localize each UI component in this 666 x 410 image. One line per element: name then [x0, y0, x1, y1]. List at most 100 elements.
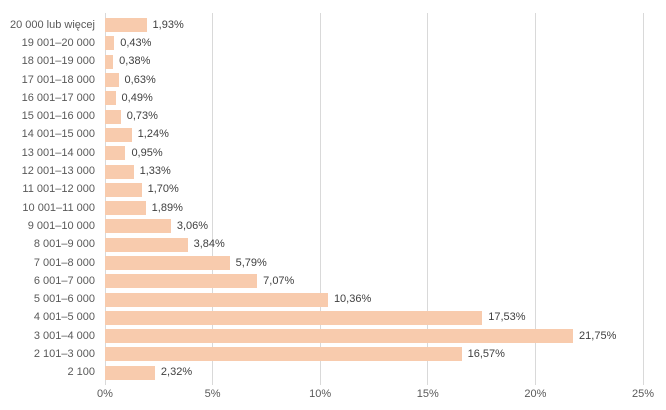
- bar: [105, 127, 132, 142]
- value-label: 7,07%: [263, 274, 295, 287]
- x-tick-label: 20%: [524, 388, 547, 400]
- bar: [105, 109, 121, 124]
- bar: [105, 365, 155, 380]
- bar-rows: 20 000 lub więcej 1,93% 19 001–20 000 0,43%…: [0, 13, 643, 385]
- bar-row: 11 001–12 000 1,70%: [0, 181, 643, 199]
- x-tick-label: 15%: [416, 388, 439, 400]
- bar-track: 10,36%: [105, 292, 643, 307]
- bar-track: 1,24%: [105, 127, 643, 142]
- bar-row: 4 001–5 000 17,53%: [0, 309, 643, 327]
- bar: [105, 73, 119, 88]
- value-label: 1,33%: [139, 165, 171, 178]
- category-label: 7 001–8 000: [33, 256, 95, 269]
- category-label: 19 001–20 000: [21, 36, 95, 49]
- bar-row: 6 001–7 000 7,07%: [0, 272, 643, 290]
- category-label: 3 001–4 000: [33, 329, 95, 342]
- value-label: 5,79%: [235, 256, 267, 269]
- category-label: 9 001–10 000: [27, 219, 95, 232]
- bar: [105, 347, 462, 362]
- bar: [105, 219, 171, 234]
- value-label: 0,49%: [121, 91, 153, 104]
- value-label: 3,06%: [176, 219, 209, 232]
- bar-track: 2,32%: [105, 365, 643, 380]
- x-tick-label: 0%: [97, 388, 113, 400]
- category-label: 18 001–19 000: [21, 55, 95, 68]
- bar: [105, 329, 574, 344]
- bar-track: 1,70%: [105, 182, 643, 197]
- bar-row: 2 101–3 000 16,57%: [0, 345, 643, 363]
- gridline: [427, 13, 429, 385]
- bar: [105, 274, 258, 289]
- value-label: 0,43%: [120, 36, 152, 49]
- value-label: 1,70%: [147, 183, 179, 196]
- bar-track: 0,63%: [105, 73, 643, 88]
- value-label: 17,53%: [488, 311, 526, 324]
- value-label: 16,57%: [467, 347, 505, 360]
- value-label: 1,89%: [151, 201, 183, 214]
- bar-row: 20 000 lub więcej 1,93%: [0, 16, 643, 34]
- x-tick-label: 10%: [309, 388, 332, 400]
- value-label: 1,93%: [152, 18, 184, 31]
- bar-row: 2 100 2,32%: [0, 364, 643, 382]
- bar-row: 16 001–17 000 0,49%: [0, 89, 643, 107]
- bar-track: 3,06%: [105, 219, 643, 234]
- bar-row: 15 001–16 000 0,73%: [0, 107, 643, 125]
- bar-track: 21,75%: [105, 329, 643, 344]
- bar: [105, 18, 147, 33]
- bar: [105, 292, 328, 307]
- bar: [105, 182, 142, 197]
- value-label: 21,75%: [579, 329, 617, 342]
- bar-track: 1,33%: [105, 164, 643, 179]
- category-label: 15 001–16 000: [21, 110, 95, 123]
- bar-track: 0,95%: [105, 146, 643, 161]
- category-label: 20 000 lub więcej: [9, 18, 95, 31]
- bar-row: 17 001–18 000 0,63%: [0, 71, 643, 89]
- bar: [105, 36, 115, 51]
- bar: [105, 237, 188, 252]
- bar-track: 0,38%: [105, 54, 643, 69]
- category-label: 2 101–3 000: [33, 347, 95, 360]
- x-axis: 0% 5% 10% 15% 20% 25%: [97, 388, 654, 405]
- bar-track: 1,93%: [105, 18, 643, 33]
- bar-row: 7 001–8 000 5,79%: [0, 254, 643, 272]
- bar-row: 12 001–13 000 1,33%: [0, 162, 643, 180]
- value-label: 0,73%: [126, 110, 158, 123]
- bar-row: 10 001–11 000 1,89%: [0, 199, 643, 217]
- bar-row: 8 001–9 000 3,84%: [0, 236, 643, 254]
- bar: [105, 201, 146, 216]
- value-label: 3,84%: [193, 238, 225, 251]
- gridline: [212, 13, 214, 385]
- bar-track: 0,73%: [105, 109, 643, 124]
- bar-track: 5,79%: [105, 256, 643, 270]
- x-tick-label: 5%: [204, 388, 221, 400]
- bar-row: 9 001–10 000 3,06%: [0, 217, 643, 235]
- bar-track: 16,57%: [105, 347, 643, 362]
- bar: [105, 146, 126, 161]
- category-label: 11 001–12 000: [22, 183, 95, 196]
- category-label: 8 001–9 000: [33, 238, 95, 251]
- category-label: 14 001–15 000: [21, 128, 95, 141]
- bar-row: 14 001–15 000 1,24%: [0, 126, 643, 144]
- plot-area: [104, 13, 644, 385]
- bar-track: 3,84%: [105, 237, 643, 252]
- category-label: 12 001–13 000: [21, 165, 95, 178]
- x-tick-label: 25%: [631, 388, 655, 400]
- bar: [105, 91, 116, 106]
- bar-track: 1,89%: [105, 201, 643, 216]
- category-label: 4 001–5 000: [33, 311, 95, 324]
- bar-row: 13 001–14 000 0,95%: [0, 144, 643, 162]
- category-label: 5 001–6 000: [33, 293, 95, 306]
- gridline: [534, 13, 536, 385]
- bar-row: 19 001–20 000 0,43%: [0, 34, 643, 52]
- bar-track: 17,53%: [105, 310, 643, 325]
- gridline: [319, 13, 321, 385]
- bar: [105, 310, 483, 325]
- category-label: 10 001–11 000: [22, 201, 95, 214]
- value-label: 1,24%: [137, 128, 169, 141]
- value-label: 0,95%: [131, 146, 163, 159]
- value-label: 10,36%: [333, 293, 372, 306]
- value-label: 0,38%: [119, 55, 151, 68]
- bar: [105, 164, 134, 179]
- value-label: 2,32%: [160, 366, 193, 379]
